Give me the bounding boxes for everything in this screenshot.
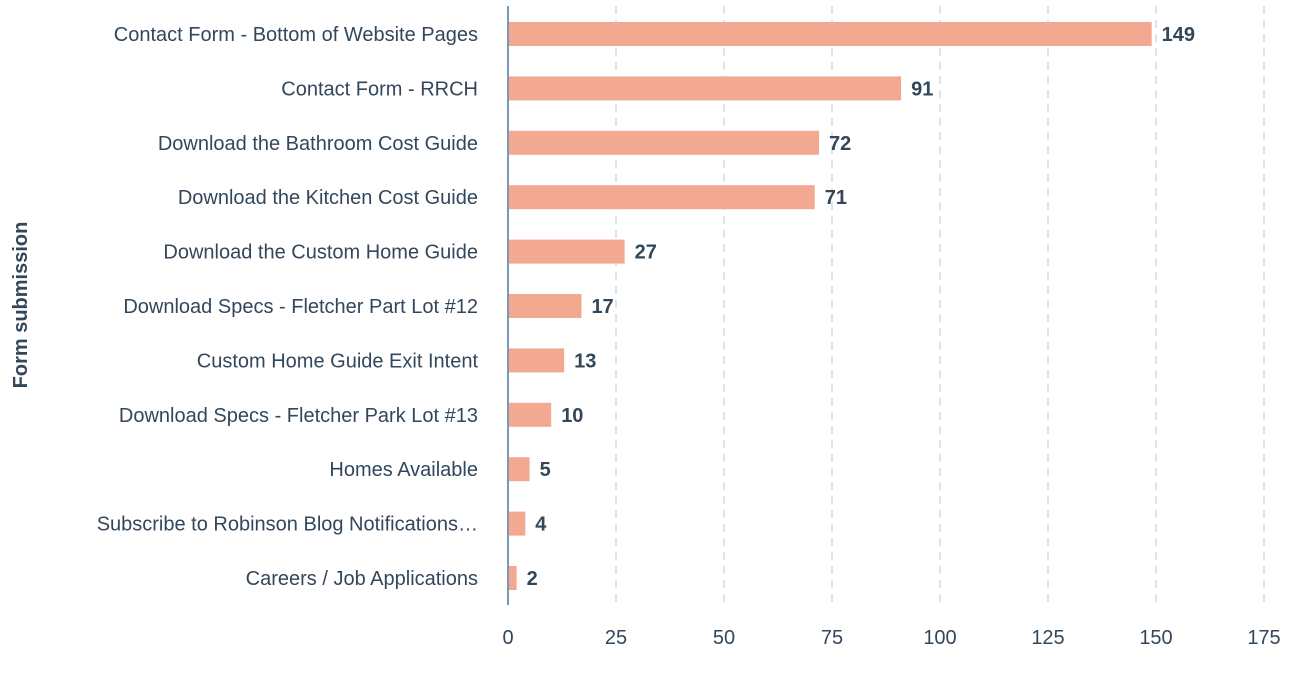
value-label: 4 — [535, 514, 547, 536]
value-label: 91 — [911, 78, 933, 100]
category-label: Homes Available — [329, 459, 478, 481]
category-label: Contact Form - RRCH — [281, 78, 478, 100]
category-label: Download Specs - Fletcher Park Lot #13 — [119, 405, 478, 427]
bar[interactable] — [509, 566, 517, 590]
category-label: Contact Form - Bottom of Website Pages — [114, 24, 478, 46]
value-label: 2 — [527, 568, 538, 590]
value-label: 10 — [561, 405, 583, 427]
value-label: 13 — [574, 350, 596, 372]
category-label: Subscribe to Robinson Blog Notifications… — [97, 514, 478, 536]
category-label: Custom Home Guide Exit Intent — [197, 350, 479, 372]
bar[interactable] — [509, 76, 902, 101]
bar[interactable] — [509, 239, 625, 264]
bar[interactable] — [509, 348, 565, 373]
bar[interactable] — [509, 457, 530, 482]
x-tick-label: 50 — [713, 627, 735, 649]
bar[interactable] — [509, 294, 582, 318]
x-tick-label: 150 — [1139, 627, 1172, 649]
x-tick-label: 0 — [502, 627, 513, 649]
bar[interactable] — [509, 511, 526, 536]
value-label: 71 — [825, 187, 847, 209]
bar[interactable] — [509, 402, 552, 427]
x-tick-label: 125 — [1031, 627, 1064, 649]
x-tick-labels: 0 25 50 75 100 125 150 175 — [502, 627, 1280, 649]
category-label: Download the Custom Home Guide — [163, 242, 478, 264]
value-label: 72 — [829, 133, 851, 155]
x-tick-label: 175 — [1247, 627, 1280, 649]
value-label: 5 — [540, 459, 551, 481]
x-tick-label: 25 — [605, 627, 627, 649]
category-label: Download the Kitchen Cost Guide — [178, 187, 478, 209]
bar[interactable] — [509, 185, 815, 210]
x-tick-label: 100 — [923, 627, 956, 649]
gridlines — [615, 6, 1265, 605]
bar[interactable] — [509, 130, 820, 155]
category-label: Careers / Job Applications — [246, 568, 478, 590]
value-label: 149 — [1162, 24, 1195, 46]
value-label: 17 — [591, 296, 613, 318]
category-label: Download Specs - Fletcher Part Lot #12 — [123, 296, 478, 318]
category-labels: Contact Form - Bottom of Website Pages Co… — [97, 24, 479, 590]
bar[interactable] — [509, 22, 1152, 46]
value-labels: 149 91 72 71 27 17 13 10 5 4 2 — [527, 24, 1195, 590]
y-axis-title: Form submission — [10, 222, 32, 389]
x-tick-label: 75 — [821, 627, 843, 649]
value-label: 27 — [635, 242, 657, 264]
category-label: Download the Bathroom Cost Guide — [158, 133, 478, 155]
bars — [509, 22, 1152, 590]
